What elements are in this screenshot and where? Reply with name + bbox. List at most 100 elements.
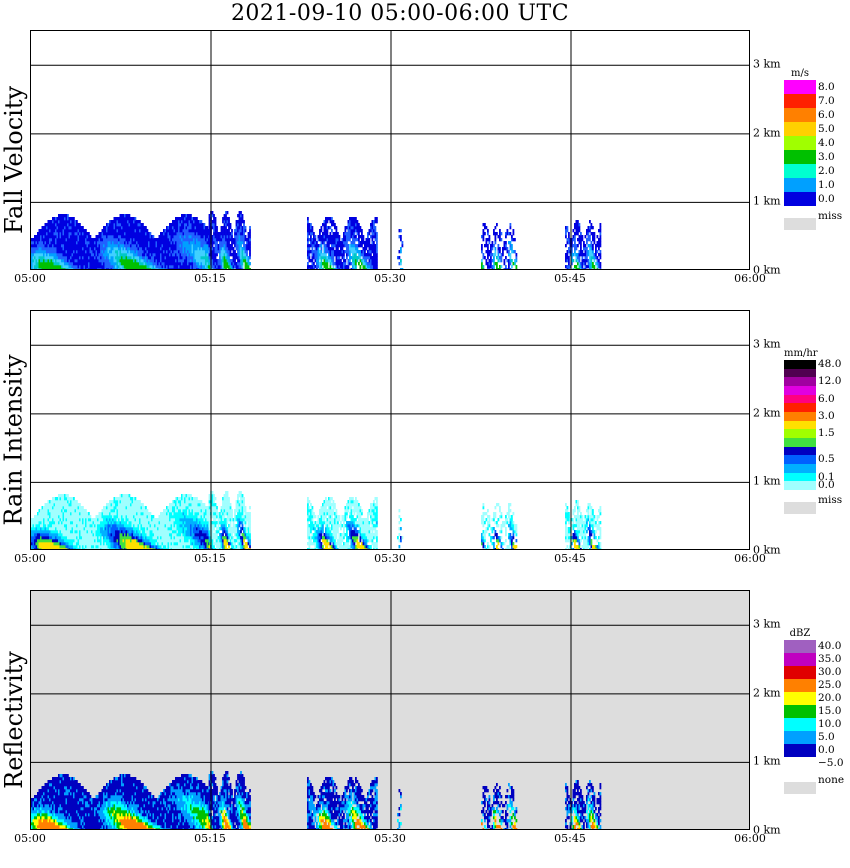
- echo-cell: [31, 545, 33, 549]
- echo-cell: [71, 259, 74, 263]
- echo-cell: [484, 244, 486, 248]
- echo-cell: [169, 530, 171, 534]
- echo-cell: [169, 518, 171, 522]
- echo-cell: [82, 521, 84, 525]
- echo-cell: [34, 548, 36, 549]
- echo-cell: [325, 220, 327, 224]
- echo-cell: [47, 503, 50, 507]
- echo-cell: [185, 262, 188, 266]
- echo-cell: [219, 244, 221, 248]
- echo-cell: [103, 518, 105, 522]
- echo-cell: [40, 509, 42, 513]
- echo-cell: [110, 229, 113, 233]
- echo-cell: [565, 259, 567, 263]
- echo-cell: [110, 235, 113, 239]
- echo-cell: [163, 530, 165, 534]
- echo-cell: [214, 229, 217, 233]
- echo-cell: [244, 229, 247, 233]
- echo-cell: [565, 229, 567, 233]
- echo-cell: [581, 265, 584, 269]
- echo-cell: [73, 530, 75, 534]
- echo-cell: [569, 265, 572, 269]
- echo-cell: [586, 247, 588, 251]
- echo-cell: [314, 247, 317, 251]
- echo-cell: [61, 214, 63, 218]
- echo-cell: [137, 509, 140, 513]
- echo-cell: [157, 265, 159, 269]
- echo-cell: [131, 506, 134, 510]
- echo-cell: [31, 244, 33, 248]
- echo-cell: [581, 259, 584, 263]
- echo-cell: [119, 229, 122, 233]
- echo-cell: [355, 265, 357, 269]
- echo-cell: [173, 539, 176, 543]
- echo-cell: [77, 527, 80, 531]
- echo-cell: [67, 256, 69, 260]
- echo-cell: [125, 548, 128, 549]
- echo-cell: [213, 226, 215, 230]
- echo-cell: [172, 226, 174, 230]
- echo-cell: [121, 545, 123, 549]
- echo-cell: [596, 265, 599, 269]
- echo-cell: [83, 265, 86, 269]
- echo-cell: [353, 253, 356, 257]
- echo-cell: [74, 262, 77, 266]
- echo-cell: [167, 506, 170, 510]
- echo-cell: [349, 220, 351, 224]
- echo-cell: [176, 536, 179, 540]
- echo-cell: [149, 253, 152, 257]
- echo-cell: [593, 235, 596, 239]
- echo-cell: [61, 548, 63, 549]
- echo-cell: [353, 229, 356, 233]
- echo-cell: [127, 238, 129, 242]
- echo-cell: [67, 217, 69, 221]
- echo-cell: [213, 229, 215, 233]
- echo-cell: [79, 509, 81, 513]
- echo-cell: [199, 259, 201, 263]
- echo-cell: [79, 518, 81, 522]
- echo-cell: [83, 244, 86, 248]
- echo-cell: [586, 238, 588, 242]
- echo-cell: [216, 265, 218, 269]
- echo-cell: [225, 253, 227, 257]
- echo-cell: [331, 238, 333, 242]
- echo-cell: [188, 214, 191, 218]
- echo-cell: [514, 259, 516, 263]
- echo-cell: [131, 527, 134, 531]
- echo-cell: [398, 250, 401, 254]
- echo-cell: [484, 226, 486, 230]
- echo-cell: [331, 247, 333, 251]
- echo-cell: [572, 238, 575, 242]
- echo-cell: [125, 220, 128, 224]
- echo-cell: [101, 238, 104, 242]
- echo-cell: [400, 238, 402, 242]
- echo-cell: [80, 247, 83, 251]
- echo-cell: [52, 238, 54, 242]
- echo-cell: [125, 512, 128, 516]
- echo-cell: [332, 223, 335, 227]
- echo-cell: [578, 226, 581, 230]
- echo-cell: [40, 521, 42, 525]
- echo-cell: [139, 220, 141, 224]
- echo-cell: [116, 539, 119, 543]
- echo-cell: [49, 530, 51, 534]
- echo-cell: [341, 253, 344, 257]
- echo-cell: [109, 235, 111, 239]
- echo-cell: [130, 515, 132, 519]
- echo-cell: [77, 259, 80, 263]
- echo-cell: [200, 250, 203, 254]
- echo-cell: [145, 527, 147, 531]
- echo-cell: [68, 235, 71, 239]
- echo-cell: [35, 262, 38, 266]
- echo-cell: [136, 518, 138, 522]
- echo-cell: [137, 232, 140, 236]
- echo-cell: [79, 232, 81, 236]
- echo-cell: [37, 265, 39, 269]
- echo-cell: [74, 238, 77, 242]
- echo-cell: [583, 259, 585, 263]
- echo-cell: [208, 241, 211, 245]
- plot-area: [30, 310, 750, 550]
- echo-cell: [185, 214, 188, 218]
- echo-cell: [133, 256, 135, 260]
- echo-cell: [211, 238, 214, 242]
